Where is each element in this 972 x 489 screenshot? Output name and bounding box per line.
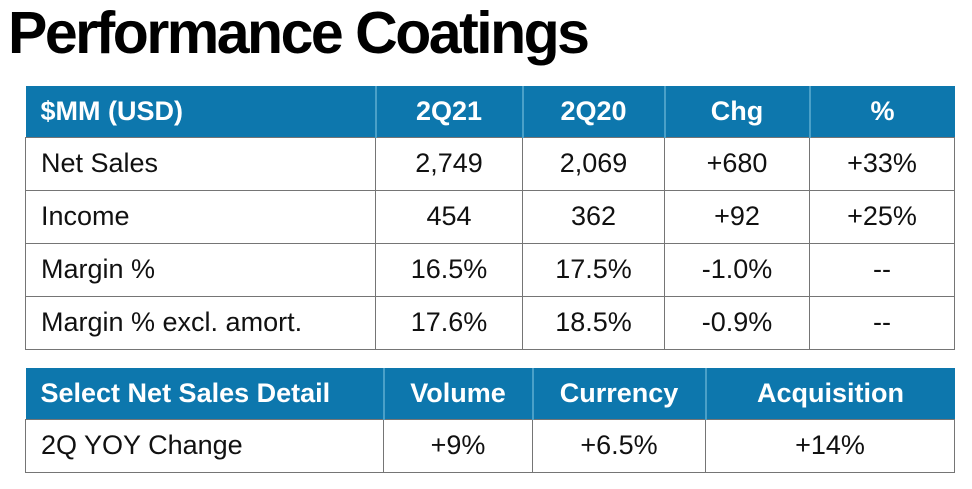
cell-value: +92: [664, 189, 810, 244]
financial-summary-header-row: $MM (USD) 2Q21 2Q20 Chg %: [25, 86, 955, 138]
financial-summary-table: $MM (USD) 2Q21 2Q20 Chg % Net Sales 2,74…: [25, 86, 955, 350]
column-header-2q21: 2Q21: [375, 86, 524, 138]
cell-value: -1.0%: [664, 242, 810, 297]
cell-value: 18.5%: [522, 295, 665, 350]
row-label: 2Q YOY Change: [25, 418, 384, 473]
cell-value: 454: [375, 189, 523, 244]
cell-value: -0.9%: [664, 295, 810, 350]
column-header-chg: Chg: [664, 86, 811, 138]
cell-value: +25%: [809, 189, 955, 244]
row-label: Net Sales: [25, 136, 376, 191]
cell-value: --: [809, 242, 955, 297]
table-row-2q-yoy-change: 2Q YOY Change +9% +6.5% +14%: [25, 418, 955, 473]
cell-value: +9%: [383, 418, 533, 473]
page-title: Performance Coatings: [8, 0, 590, 66]
cell-value: +680: [664, 136, 810, 191]
row-label: Margin % excl. amort.: [25, 295, 376, 350]
cell-value: +14%: [705, 418, 955, 473]
table-row-net-sales: Net Sales 2,749 2,069 +680 +33%: [25, 136, 955, 191]
row-label: Income: [25, 189, 376, 244]
cell-value: 362: [522, 189, 665, 244]
table-row-margin-excl-amort: Margin % excl. amort. 17.6% 18.5% -0.9% …: [25, 295, 955, 350]
net-sales-detail-table: Select Net Sales Detail Volume Currency …: [25, 368, 955, 473]
column-header-currency: Currency: [532, 368, 707, 420]
row-label: Margin %: [25, 242, 376, 297]
column-header-2q20: 2Q20: [522, 86, 666, 138]
cell-value: 2,069: [522, 136, 665, 191]
column-header-pct: %: [809, 86, 955, 138]
table-row-margin: Margin % 16.5% 17.5% -1.0% --: [25, 242, 955, 297]
cell-value: +33%: [809, 136, 955, 191]
column-header-metric: $MM (USD): [25, 86, 377, 138]
column-header-detail: Select Net Sales Detail: [25, 368, 385, 420]
column-header-acquisition: Acquisition: [705, 368, 955, 420]
cell-value: 16.5%: [375, 242, 523, 297]
net-sales-detail-header-row: Select Net Sales Detail Volume Currency …: [25, 368, 955, 420]
cell-value: 17.6%: [375, 295, 523, 350]
cell-value: +6.5%: [532, 418, 706, 473]
column-header-volume: Volume: [383, 368, 534, 420]
cell-value: 2,749: [375, 136, 523, 191]
cell-value: 17.5%: [522, 242, 665, 297]
table-row-income: Income 454 362 +92 +25%: [25, 189, 955, 244]
cell-value: --: [809, 295, 955, 350]
